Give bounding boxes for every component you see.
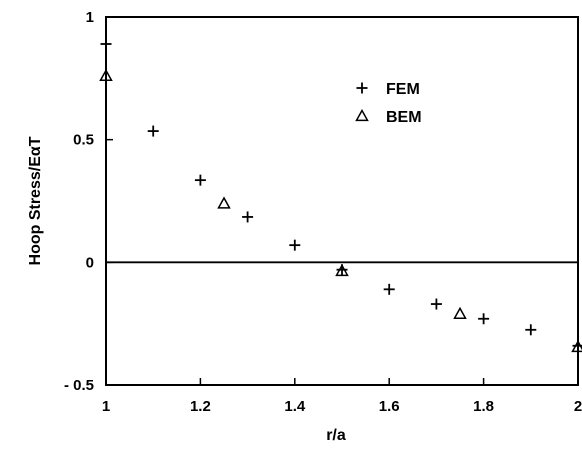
legend: FEM BEM bbox=[357, 81, 422, 126]
fem-point bbox=[101, 38, 112, 49]
axis-ticks bbox=[106, 17, 578, 385]
x-axis-title: r/a bbox=[326, 427, 346, 444]
legend-bem-label: BEM bbox=[386, 109, 422, 126]
x-tick-label: 1.2 bbox=[190, 398, 211, 415]
legend-triangle-glyph bbox=[357, 111, 368, 121]
fem-point bbox=[478, 313, 489, 324]
x-tick-label: 1.8 bbox=[473, 398, 494, 415]
y-tick-label: 1 bbox=[86, 9, 94, 26]
bem-point bbox=[455, 308, 466, 318]
fem-point bbox=[289, 240, 300, 251]
legend-bem-triangle-marker bbox=[357, 111, 368, 121]
plot-frame bbox=[106, 17, 578, 385]
fem-point bbox=[195, 175, 206, 186]
legend-fem-plus-marker bbox=[357, 83, 368, 94]
y-tick-label: 0 bbox=[86, 254, 94, 271]
legend-fem-label: FEM bbox=[386, 81, 420, 98]
x-tick-label: 1.4 bbox=[284, 398, 306, 415]
fem-point bbox=[525, 324, 536, 335]
bem-point bbox=[219, 198, 230, 208]
legend-plus-glyph bbox=[357, 83, 368, 94]
fem-point bbox=[242, 211, 253, 222]
fem-point bbox=[384, 284, 395, 295]
axis-tick-labels: 1 1.2 1.4 1.6 1.8 2 - 0.5 0 0.5 1 bbox=[64, 9, 582, 415]
fem-point bbox=[431, 299, 442, 310]
y-tick-label: 0.5 bbox=[73, 132, 94, 149]
fem-point bbox=[148, 126, 159, 137]
data-marks bbox=[101, 38, 582, 351]
x-tick-label: 1.6 bbox=[379, 398, 400, 415]
x-tick-label: 2 bbox=[574, 398, 582, 415]
y-axis-title: Hoop Stress/EαT bbox=[27, 136, 44, 265]
x-tick-label: 1 bbox=[102, 398, 110, 415]
y-tick-label: - 0.5 bbox=[64, 377, 94, 394]
